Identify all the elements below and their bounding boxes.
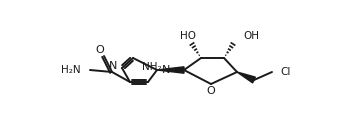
Text: O: O — [96, 45, 104, 55]
Text: OH: OH — [243, 31, 259, 41]
Text: HO: HO — [180, 31, 196, 41]
Polygon shape — [237, 72, 256, 83]
Text: O: O — [207, 86, 215, 96]
Text: N: N — [108, 61, 117, 71]
Text: N: N — [162, 65, 170, 75]
Text: NH₂: NH₂ — [142, 62, 162, 72]
Text: Cl: Cl — [280, 67, 290, 77]
Polygon shape — [157, 67, 184, 73]
Text: H₂N: H₂N — [62, 65, 81, 75]
